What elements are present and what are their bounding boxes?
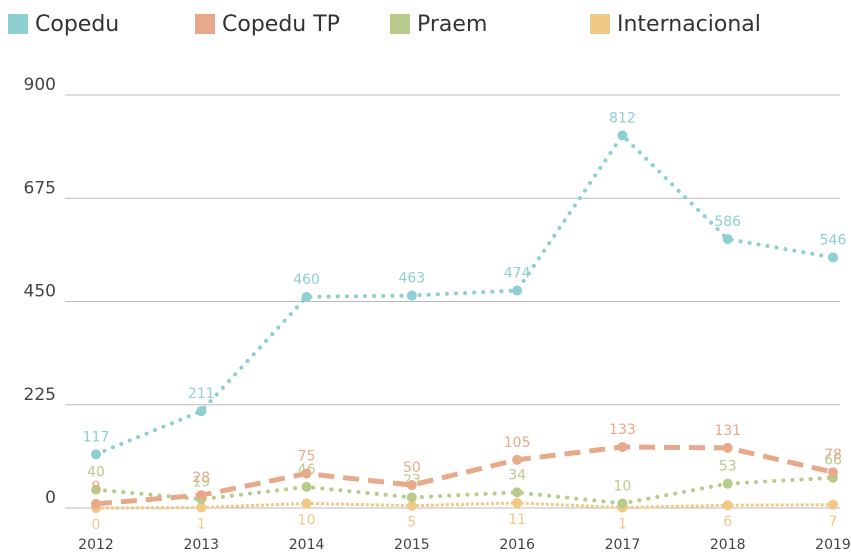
data-point bbox=[722, 500, 733, 511]
data-label: 131 bbox=[714, 423, 741, 439]
series-line bbox=[94, 132, 835, 457]
data-point bbox=[722, 234, 733, 245]
data-point bbox=[91, 498, 101, 509]
data-label: 463 bbox=[398, 271, 425, 287]
data-label: 1 bbox=[197, 517, 206, 533]
data-point bbox=[406, 492, 417, 503]
data-label: 812 bbox=[609, 110, 636, 126]
data-point bbox=[828, 252, 838, 263]
data-label: 0 bbox=[92, 517, 101, 533]
data-label: 9 bbox=[92, 479, 101, 495]
x-tick-label: 2018 bbox=[710, 537, 746, 553]
data-label: 10 bbox=[298, 512, 316, 528]
series-line bbox=[94, 475, 835, 506]
data-label: 474 bbox=[504, 265, 531, 281]
data-point bbox=[512, 497, 523, 508]
series-line bbox=[95, 501, 834, 510]
y-tick-label: 0 bbox=[45, 488, 56, 508]
legend-swatch bbox=[390, 14, 410, 34]
data-point bbox=[301, 468, 312, 479]
data-label: 1 bbox=[618, 517, 627, 533]
data-point bbox=[722, 478, 733, 489]
data-label: 19 bbox=[192, 474, 210, 490]
y-tick-label: 450 bbox=[24, 282, 56, 302]
x-tick-label: 2015 bbox=[394, 537, 430, 553]
x-tick-label: 2013 bbox=[183, 537, 219, 553]
data-label: 78 bbox=[824, 447, 842, 463]
data-point bbox=[301, 481, 312, 492]
legend-swatch bbox=[8, 14, 28, 34]
data-point bbox=[617, 130, 628, 141]
data-label: 5 bbox=[407, 515, 416, 531]
data-label: 7 bbox=[829, 514, 838, 530]
data-point bbox=[512, 487, 523, 498]
y-tick-label: 225 bbox=[24, 385, 56, 405]
data-point bbox=[722, 442, 733, 453]
data-label: 117 bbox=[83, 429, 110, 445]
legend-swatch bbox=[590, 14, 610, 34]
data-point bbox=[196, 490, 207, 501]
x-tick-label: 2017 bbox=[605, 537, 641, 553]
data-point bbox=[91, 484, 101, 495]
data-label: 460 bbox=[293, 272, 320, 288]
data-point bbox=[617, 498, 628, 509]
data-label: 50 bbox=[403, 460, 421, 476]
data-label: 75 bbox=[298, 449, 316, 465]
legend-label: Praem bbox=[417, 12, 487, 37]
data-point bbox=[91, 449, 101, 460]
data-label: 66 bbox=[824, 453, 842, 469]
data-point bbox=[512, 454, 523, 465]
data-point bbox=[406, 290, 417, 301]
y-tick-label: 675 bbox=[24, 178, 56, 198]
data-point bbox=[301, 498, 312, 509]
data-label: 133 bbox=[609, 422, 636, 438]
x-tick-label: 2016 bbox=[499, 537, 535, 553]
data-point bbox=[301, 291, 312, 302]
x-tick-label: 2012 bbox=[78, 537, 114, 553]
data-label: 105 bbox=[504, 435, 531, 451]
data-label: 28 bbox=[192, 470, 210, 486]
legend-label: Internacional bbox=[617, 12, 761, 37]
data-label: 586 bbox=[714, 214, 741, 230]
data-point bbox=[828, 499, 838, 510]
data-label: 34 bbox=[508, 467, 526, 483]
data-point bbox=[196, 406, 207, 417]
data-point bbox=[512, 285, 523, 296]
data-point bbox=[406, 500, 417, 511]
data-label: 211 bbox=[188, 386, 215, 402]
x-tick-label: 2019 bbox=[815, 537, 851, 553]
data-label: 10 bbox=[614, 478, 632, 494]
data-label: 546 bbox=[820, 232, 847, 248]
data-label: 11 bbox=[508, 512, 526, 528]
data-label: 53 bbox=[719, 459, 737, 475]
legend-swatch bbox=[195, 14, 215, 34]
legend-label: Copedu TP bbox=[222, 12, 340, 37]
data-point bbox=[406, 480, 417, 491]
y-tick-label: 900 bbox=[24, 75, 56, 95]
x-tick-label: 2014 bbox=[289, 537, 325, 553]
legend-label: Copedu bbox=[35, 12, 119, 37]
data-label: 40 bbox=[87, 465, 105, 481]
data-point bbox=[196, 502, 207, 513]
data-point bbox=[617, 441, 628, 452]
data-label: 6 bbox=[723, 514, 732, 530]
data-point bbox=[828, 467, 838, 478]
